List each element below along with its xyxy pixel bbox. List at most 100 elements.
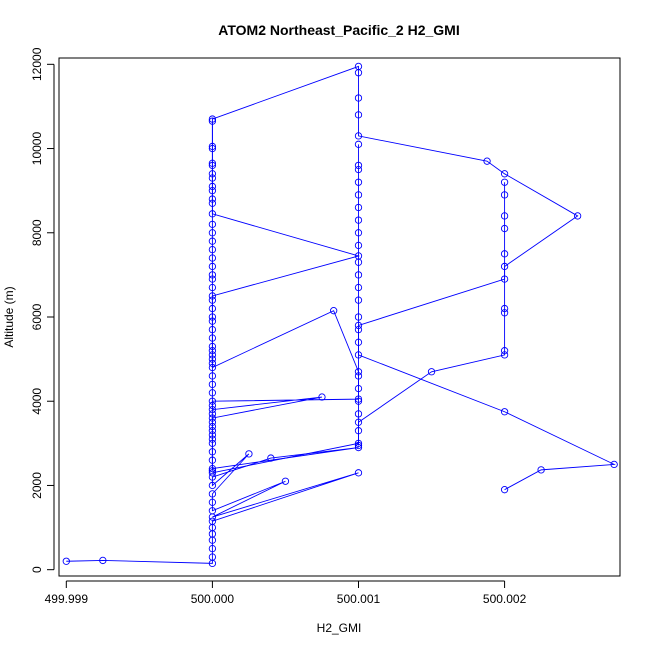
data-point [354, 296, 363, 304]
data-point [354, 313, 363, 321]
data-point [208, 170, 217, 178]
data-point [208, 435, 217, 443]
data-point [500, 250, 509, 258]
data-point [500, 304, 509, 313]
data-point [354, 111, 363, 119]
data-point [208, 498, 217, 506]
data-point [500, 408, 509, 416]
data-point [483, 157, 491, 165]
data-point [354, 325, 363, 334]
data-point [208, 389, 217, 397]
data-point [208, 142, 217, 151]
series-3 [354, 140, 363, 450]
data-point [62, 557, 70, 565]
data-point [208, 161, 217, 170]
data-point [354, 178, 363, 186]
data-point [208, 271, 217, 279]
data-point [354, 441, 363, 450]
data-point [354, 410, 363, 418]
data-point [500, 224, 509, 233]
data-point [208, 342, 217, 351]
y-tick-label: 4000 [30, 388, 44, 415]
data-point [354, 191, 363, 199]
data-point [500, 351, 509, 359]
data-point [354, 397, 363, 405]
data-point [208, 304, 217, 313]
data-point [537, 466, 545, 474]
data-point [330, 307, 338, 315]
plot-frame [58, 57, 621, 577]
data-point [208, 490, 217, 498]
data-point [208, 296, 217, 304]
data-point [208, 359, 217, 367]
y-tick-label: 8000 [30, 219, 44, 246]
data-point [208, 229, 217, 237]
data-point [354, 132, 363, 140]
data-point [354, 258, 363, 266]
data-point [500, 212, 509, 220]
data-point [245, 450, 253, 458]
data-point [208, 372, 217, 380]
x-tick-label: 500.001 [337, 592, 381, 606]
data-point [354, 165, 363, 174]
series-1 [62, 62, 618, 568]
data-point [500, 178, 509, 186]
data-point [208, 410, 217, 418]
data-point [208, 467, 217, 475]
data-point [354, 161, 363, 170]
data-point [208, 254, 217, 262]
data-point [208, 517, 217, 525]
y-axis-label: Altitude (m) [2, 286, 16, 347]
data-point [208, 199, 217, 207]
data-point [208, 317, 217, 325]
data-point [208, 275, 217, 283]
data-point [354, 469, 363, 477]
data-point [354, 241, 363, 250]
y-tick-label: 6000 [30, 303, 44, 330]
data-point [208, 553, 217, 561]
data-point [318, 393, 326, 401]
x-tick-label: 499.999 [45, 592, 89, 606]
data-point [354, 372, 363, 380]
data-point [208, 245, 217, 254]
data-point [208, 220, 217, 229]
x-axis: 499.999 500.000 500.001 500.002 [45, 580, 527, 606]
data-point [208, 418, 217, 426]
data-point [354, 283, 363, 292]
data-point [208, 117, 217, 125]
x-tick-label: 500.000 [191, 592, 235, 606]
data-point [500, 309, 509, 317]
chart-title: ATOM2 Northeast_Pacific_2 H2_GMI [218, 22, 459, 38]
data-point [354, 94, 363, 102]
data-point [208, 544, 217, 553]
data-point [500, 347, 509, 355]
data-point [208, 481, 217, 490]
data-point [427, 368, 436, 376]
data-point [500, 170, 509, 178]
data-point [208, 237, 217, 245]
series-line [66, 65, 616, 564]
data-point [354, 216, 363, 224]
y-tick-label: 2000 [30, 472, 44, 499]
data-point [208, 507, 217, 515]
data-point [500, 486, 509, 494]
plot-area [62, 62, 618, 568]
y-tick-label: 12000 [30, 47, 44, 81]
x-axis-label: H2_GMI [317, 621, 362, 635]
data-point [354, 271, 363, 279]
data-point [354, 203, 363, 212]
data-point [208, 262, 217, 271]
y-tick-label: 0 [30, 566, 44, 573]
data-point [573, 212, 582, 220]
data-point [281, 477, 290, 485]
series-4 [208, 117, 217, 475]
y-axis: 0 2000 4000 6000 8000 10000 12000 [30, 47, 55, 573]
data-point [208, 325, 217, 334]
data-point [500, 191, 509, 199]
data-point [354, 140, 363, 148]
data-point [610, 460, 618, 469]
data-point [208, 182, 217, 191]
data-point [208, 427, 217, 435]
x-tick-label: 500.002 [483, 592, 527, 606]
